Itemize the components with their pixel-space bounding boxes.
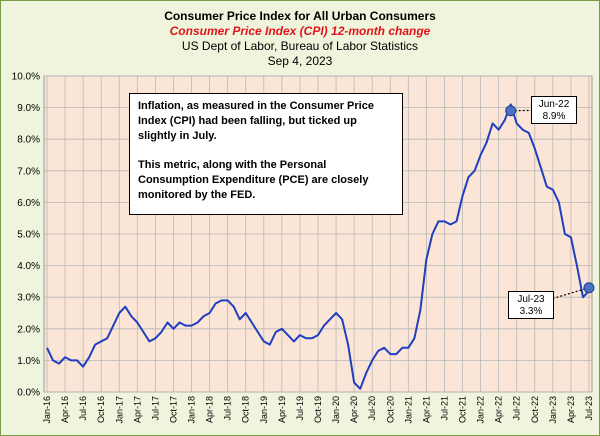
x-tick-label: Apr-17 [132,396,142,423]
x-tick-label: Oct-18 [241,396,251,423]
x-tick-label: Apr-21 [421,396,431,423]
y-tick-label: 3.0% [17,293,40,304]
chart-date: Sep 4, 2023 [267,54,333,68]
x-tick-label: Jan-23 [548,396,558,424]
callout-jun-22: Jun-22 8.9% [531,96,577,124]
x-tick-label: Apr-16 [60,396,70,423]
x-tick-label: Oct-21 [458,396,468,423]
chart-source: US Dept of Labor, Bureau of Labor Statis… [181,39,419,53]
callout-jul-23: Jul-23 3.3% [508,291,554,319]
highlight-marker [583,282,595,294]
x-tick-label: Oct-16 [96,396,106,423]
y-tick-label: 8.0% [17,135,40,146]
x-tick-label: Jan-19 [259,396,269,424]
annotation-box: Inflation, as measured in the Consumer P… [129,93,403,215]
annotation-paragraph-2: This metric, along with the Personal Con… [138,159,369,201]
y-tick-label: 1.0% [17,356,40,367]
x-tick-label: Jul-19 [295,396,305,421]
y-tick-label: 4.0% [17,261,40,272]
x-tick-label: Jul-18 [223,396,233,421]
x-tick-label: Oct-22 [530,396,540,423]
x-tick-label: Jan-22 [476,396,486,424]
callout-jun-22-value: 8.9% [542,111,566,122]
y-tick-label: 5.0% [17,230,40,241]
x-tick-label: Jul-20 [367,396,377,421]
x-tick-label: Oct-20 [385,396,395,423]
x-tick-label: Apr-22 [494,396,504,423]
x-tick-label: Oct-19 [313,396,323,423]
x-tick-label: Jul-17 [150,396,160,421]
x-tick-label: Oct-17 [168,396,178,423]
y-tick-label: 2.0% [17,324,40,335]
x-tick-label: Apr-18 [205,396,215,423]
x-tick-label: Jan-20 [331,396,341,424]
callout-jun-22-label: Jun-22 [538,99,570,110]
x-tick-label: Apr-23 [566,396,576,423]
chart-title: Consumer Price Index for All Urban Consu… [164,9,436,23]
x-tick-label: Jan-17 [114,396,124,424]
x-tick-label: Jul-23 [584,396,594,421]
highlight-marker [505,105,517,117]
chart-subtitle: Consumer Price Index (CPI) 12-month chan… [169,24,431,38]
y-tick-label: 7.0% [17,166,40,177]
x-tick-label: Jan-18 [187,396,197,424]
cpi-series-line [46,103,590,390]
y-tick-label: 6.0% [17,198,40,209]
y-tick-label: 0.0% [17,388,40,399]
x-tick-label: Apr-19 [277,396,287,423]
callout-jul-23-value: 3.3% [519,306,543,317]
x-tick-label: Jul-22 [512,396,522,421]
x-tick-label: Jan-16 [42,396,52,424]
x-tick-label: Apr-20 [349,396,359,423]
callout-jul-23-label: Jul-23 [517,294,545,305]
y-tick-label: 10.0% [12,72,40,83]
x-tick-label: Jan-21 [403,396,413,424]
y-tick-label: 9.0% [17,103,40,114]
x-tick-label: Jul-21 [439,396,449,421]
annotation-paragraph-1: Inflation, as measured in the Consumer P… [138,100,374,142]
x-tick-label: Jul-16 [78,396,88,421]
